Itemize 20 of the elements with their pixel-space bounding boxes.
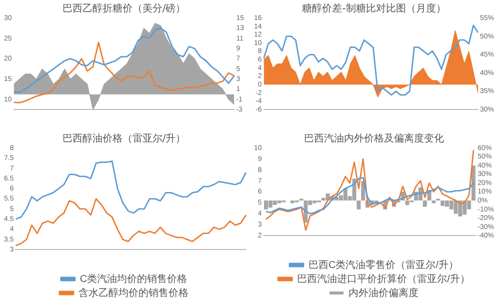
legend-label: 含水乙醇均价的销售价格 [78,286,188,299]
bar [432,200,436,204]
bar [272,200,277,205]
legend-label: 巴西汽油进口平价折算价（雷亚尔/升） [297,272,470,285]
legend-label: 巴西C类汽油零售价（雷亚尔/升） [308,258,458,271]
bar [277,200,282,204]
bar [440,200,445,206]
bar [352,178,356,201]
bar [361,181,366,201]
chart-title: 巴西醇油价格（雷亚尔/升） [62,132,186,145]
legend-label: C类汽油均价的销售价格 [80,272,188,285]
bar [405,200,410,205]
bar [454,200,458,214]
chart-title: 巴西汽油内外价格及偏离度变化 [304,132,444,145]
chart-title: 巴西乙醇折糖价（美分/磅） [62,2,186,15]
legend-label: 内外油价偏离度 [348,286,418,299]
bar [356,200,361,210]
bar [471,166,476,201]
bar [422,200,427,207]
chart-title: 糖醇价差-制糖比对比图（月度） [302,2,446,15]
